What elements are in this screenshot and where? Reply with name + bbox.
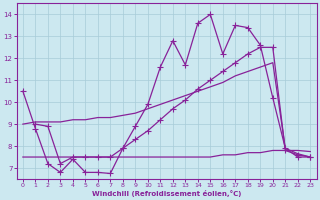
X-axis label: Windchill (Refroidissement éolien,°C): Windchill (Refroidissement éolien,°C) [92,190,241,197]
